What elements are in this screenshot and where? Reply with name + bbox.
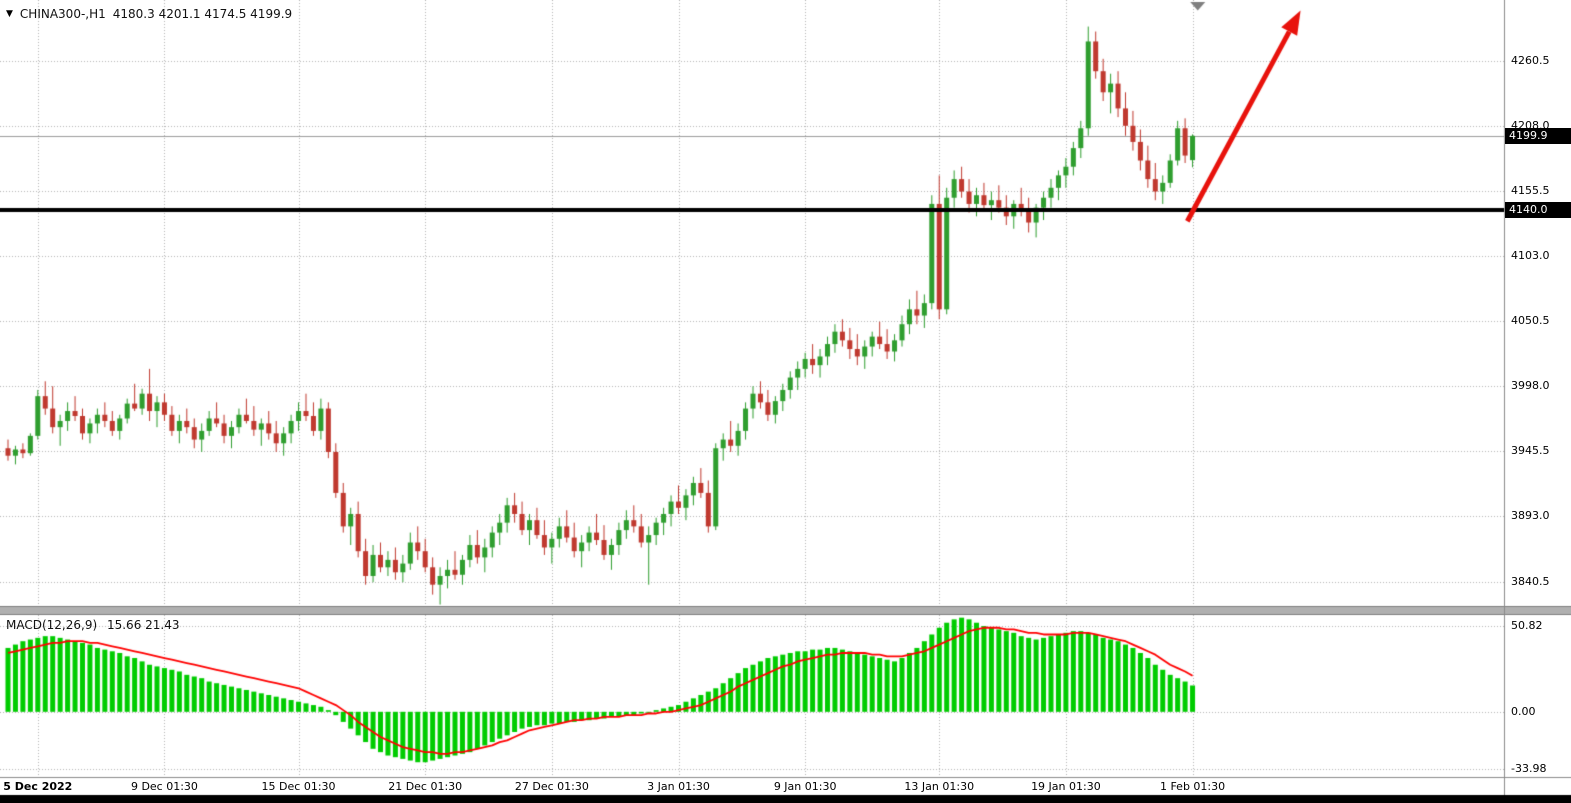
level-price-tag: 4140.0 <box>1505 202 1571 219</box>
time-axis-label: 13 Jan 01:30 <box>904 780 975 793</box>
macd-axis-label: 0.00 <box>1511 704 1536 718</box>
chart-header: ▼ CHINA300-,H1 4180.3 4201.1 4174.5 4199… <box>6 7 292 21</box>
symbol-dropdown-icon[interactable]: ▼ <box>6 9 13 19</box>
price-axis-label: 4155.5 <box>1511 183 1550 197</box>
price-axis-label: 3893.0 <box>1511 509 1550 523</box>
macd-title: MACD(12,26,9) <box>6 618 98 632</box>
price-axis-label: 3998.0 <box>1511 379 1550 393</box>
time-axis-label: 9 Dec 01:30 <box>130 780 198 793</box>
macd-values: 15.66 21.43 <box>106 618 180 632</box>
time-axis-label: 9 Jan 01:30 <box>773 780 837 793</box>
price-axis-label: 4103.0 <box>1511 249 1550 262</box>
symbol-label: CHINA300-,H1 <box>19 7 106 21</box>
macd-axis-label: -33.98 <box>1511 761 1547 775</box>
price-axis-label: 3945.5 <box>1511 444 1550 458</box>
price-axis-label: 3840.5 <box>1511 574 1550 588</box>
macd-axis-label: 50.82 <box>1511 619 1543 633</box>
time-axis-label: 21 Dec 01:30 <box>388 780 463 793</box>
price-axis-label: 4050.5 <box>1511 314 1550 328</box>
price-axis-label: 4260.5 <box>1511 53 1550 67</box>
time-axis-label: 27 Dec 01:30 <box>514 780 589 793</box>
time-axis-label: 15 Dec 01:30 <box>261 780 336 793</box>
macd-indicator-label: MACD(12,26,9) 15.66 21.43 <box>6 618 186 632</box>
ohlc-values: 4180.3 4201.1 4174.5 4199.9 <box>112 7 293 21</box>
time-axis-label: 3 Jan 01:30 <box>647 780 710 793</box>
time-axis-label: 5 Dec 2022 <box>3 780 73 793</box>
time-axis-label: 1 Feb 01:30 <box>1159 780 1226 793</box>
current-price-tag: 4199.9 <box>1505 127 1571 144</box>
time-axis-label: 19 Jan 01:30 <box>1031 780 1101 793</box>
